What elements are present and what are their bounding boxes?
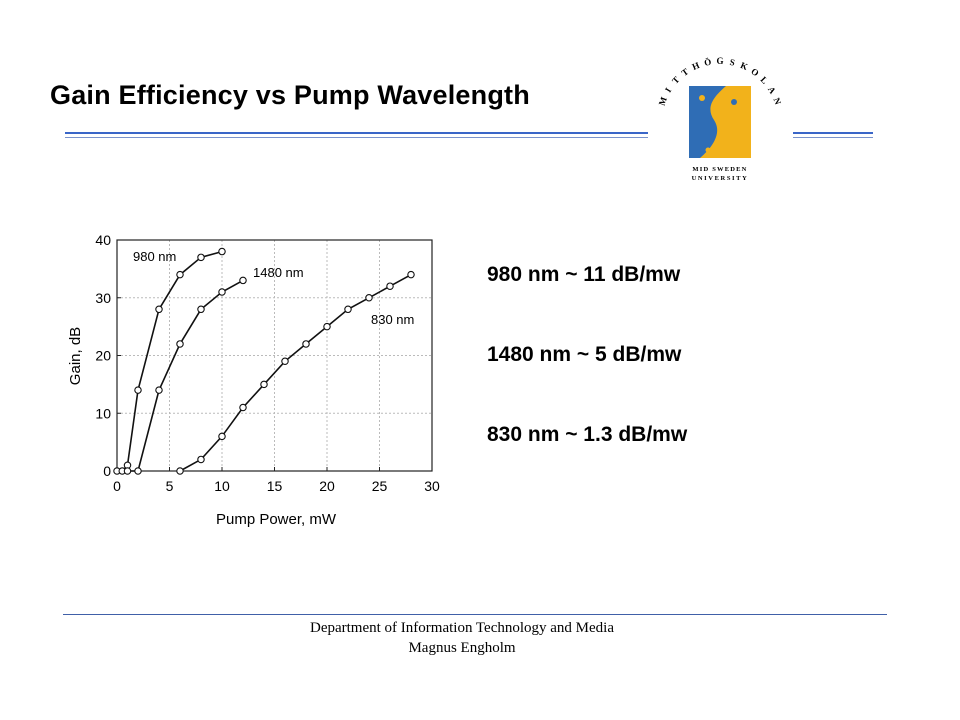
logo-arc-letter: N — [771, 96, 783, 106]
logo-arc-letter: T — [680, 66, 691, 78]
chart-series — [113, 247, 415, 475]
data-point — [176, 340, 184, 348]
x-tick-label: 25 — [372, 478, 388, 494]
x-tick-label: 20 — [319, 478, 335, 494]
data-point — [176, 270, 184, 279]
logo-eye-right — [731, 99, 737, 105]
x-axis-label: Pump Power, mW — [216, 511, 337, 528]
series-line-1 — [127, 279, 244, 472]
logo-arc-letter: S — [729, 57, 736, 68]
logo-face-shape — [689, 86, 726, 158]
chart-axes: 0 5 10 15 20 25 30 0 10 20 30 40 — [95, 232, 440, 494]
data-point — [218, 432, 226, 441]
gain-chart: 0 5 10 15 20 25 30 0 10 20 30 40 Pump Power, mW Gai… — [67, 232, 440, 528]
y-tick-label: 0 — [103, 463, 111, 479]
series-label-830: 830 nm — [371, 312, 414, 327]
data-point — [239, 276, 247, 285]
footer-department: Department of Information Technology and… — [310, 620, 614, 636]
data-point — [323, 322, 331, 331]
series-label-1480: 1480 nm — [253, 265, 304, 280]
data-point — [155, 305, 163, 314]
logo-arc-letter: A — [766, 85, 778, 96]
logo-line2: UNIVERSITY — [692, 175, 749, 182]
logo-arc-letter: T — [670, 75, 681, 86]
data-point — [218, 288, 226, 296]
data-point — [260, 380, 268, 389]
logo-arc-letter: Ö — [703, 57, 712, 68]
data-point — [386, 282, 394, 290]
data-point — [197, 305, 205, 314]
data-point — [176, 467, 184, 475]
logo-arc-letter: I — [663, 85, 674, 94]
data-point — [365, 294, 373, 302]
header-rule-right-bottom — [793, 137, 873, 138]
y-tick-label: 40 — [95, 232, 111, 248]
chart-grid — [117, 240, 432, 471]
logo-arc-letter: L — [759, 75, 770, 86]
x-tick-label: 10 — [214, 478, 230, 494]
logo-eye-left — [699, 95, 705, 101]
logo-line1: MID SWEDEN — [692, 166, 747, 173]
efficiency-830: 830 nm ~ 1.3 dB/mw — [487, 423, 688, 446]
logo-arc-letter: O — [749, 66, 760, 78]
series-line-2 — [179, 273, 412, 472]
data-point — [134, 467, 142, 475]
data-point — [155, 386, 163, 394]
data-point — [197, 455, 205, 464]
logo-arc-letter: G — [716, 56, 723, 66]
y-axis-label: Gain, dB — [67, 327, 84, 385]
data-point — [134, 386, 142, 394]
data-point — [302, 340, 310, 348]
y-tick-label: 20 — [95, 348, 111, 364]
logo-dot — [705, 147, 711, 153]
y-tick-label: 10 — [95, 405, 111, 421]
footer-author: Magnus Engholm — [408, 640, 516, 656]
efficiency-1480: 1480 nm ~ 5 dB/mw — [487, 343, 682, 366]
y-tick-label: 30 — [95, 290, 111, 306]
x-tick-label: 15 — [267, 478, 283, 494]
data-point — [281, 357, 289, 366]
footer-rule — [63, 614, 887, 615]
logo-arc-letter: M — [657, 95, 669, 107]
data-point — [407, 270, 415, 279]
logo-arc-letter: K — [739, 60, 749, 72]
slide-title: Gain Efficiency vs Pump Wavelength — [50, 80, 530, 110]
logo-arc-letter: H — [691, 60, 701, 72]
header-rule-left-top — [65, 132, 648, 134]
efficiency-980: 980 nm ~ 11 dB/mw — [487, 263, 681, 286]
header-rule-right-top — [793, 132, 873, 134]
data-point — [123, 467, 132, 475]
x-tick-label: 30 — [424, 478, 440, 494]
series-label-980: 980 nm — [133, 249, 176, 264]
efficiency-list: 980 nm ~ 11 dB/mw 1480 nm ~ 5 dB/mw 830 … — [487, 262, 687, 502]
header-rule-left-bottom — [65, 137, 648, 138]
x-tick-label: 5 — [166, 478, 174, 494]
data-point — [344, 305, 352, 314]
x-tick-label: 0 — [113, 478, 121, 494]
data-point — [239, 403, 247, 412]
data-point — [197, 253, 205, 262]
data-point — [218, 247, 226, 256]
